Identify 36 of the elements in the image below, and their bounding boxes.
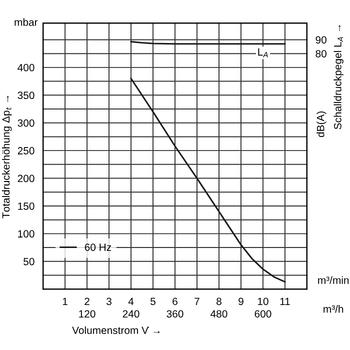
x-tick-label: 6 [172,298,178,306]
x-tick-label: 1 [62,298,68,305]
y-tick-label: 100 [18,230,34,238]
y-tick-label: 300 [18,119,34,127]
y-tick-label: 400 [18,64,34,72]
x-tick-label: 7 [194,298,200,305]
x-tick-label: 8 [216,298,222,306]
x2-tick-label: 360 [166,310,184,318]
text: m³/min [318,276,349,284]
x-axis-title: Volumenstrom V̇ → [72,326,160,334]
y2-tick-label: 80 [316,50,326,58]
text: mbar [14,18,38,26]
x2-tick-label: 120 [79,310,96,318]
x-tick-label: 9 [238,298,244,306]
x-tick-label: 4 [128,298,134,305]
x2-tick-label: 240 [122,310,140,318]
y-tick-label: 200 [18,174,34,182]
x-tick-label: 3 [106,298,112,306]
x2-axis-title: m³/h [324,305,344,313]
legend-label: 60 Hz [84,244,112,251]
x-tick-label: 11 [280,298,290,305]
y-tick-label: 250 [18,147,34,154]
y-tick-label: 50 [24,258,34,266]
y-tick-label: 150 [18,202,34,210]
x2-tick-label: 600 [254,310,272,318]
line-series [130,78,286,283]
x-tick-label: 10 [258,298,268,306]
series-label: L$_{A}$ [258,48,268,58]
y2-tick-label: 90 [316,36,326,44]
text: dB(A) [316,112,326,138]
x2-tick-label: 480 [210,310,228,318]
y-tick-label: 350 [18,92,34,100]
y-axis-title: Totaldruckerhöhung Δp$_{t}$ → [2,96,12,218]
y2-axis-title: Schalldruckpegel L$_{A}$ → [334,25,344,130]
x-tick-label: 2 [84,298,90,305]
x-tick-label: 5 [150,298,156,306]
